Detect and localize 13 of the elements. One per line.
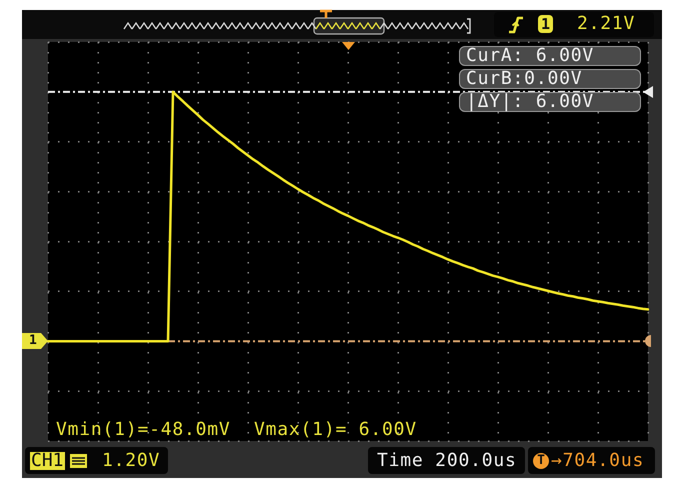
text: CH1 bbox=[30, 450, 65, 471]
text: Vmax(1)= 6.00V bbox=[254, 419, 417, 440]
text: →704.0us bbox=[551, 450, 644, 471]
annotation: |ΔY|: 6.00V bbox=[466, 91, 594, 112]
text: 2.21V bbox=[577, 13, 636, 34]
text: Time 200.0us bbox=[377, 450, 517, 471]
text: Vmin(1)=-48.0mV bbox=[56, 419, 231, 440]
text: T bbox=[533, 453, 549, 469]
text: 1.20V bbox=[102, 450, 160, 471]
text: CurB:0.00V bbox=[466, 68, 582, 89]
text: CurA: 6.00V bbox=[466, 45, 594, 66]
text: 1 bbox=[538, 15, 554, 33]
text: 1 bbox=[29, 333, 37, 348]
